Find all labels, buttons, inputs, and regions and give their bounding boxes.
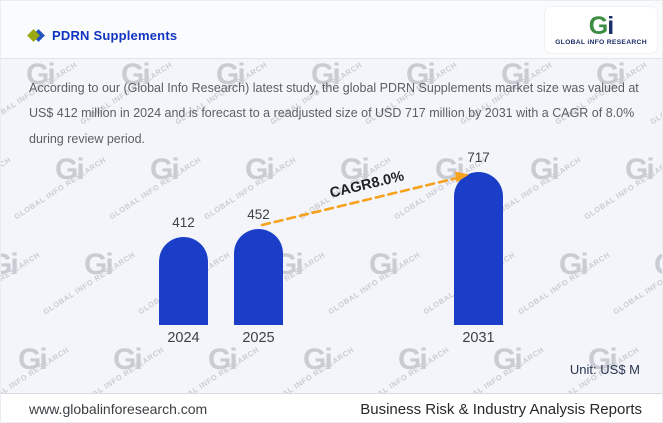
gi-logo-icon: Gi <box>588 12 614 40</box>
unit-label: Unit: US$ M <box>569 362 640 377</box>
bar-value-2025: 452 <box>247 207 270 222</box>
bar-2025 <box>234 229 283 325</box>
market-summary-text: According to our (Global Info Research) … <box>29 80 639 146</box>
header: PDRN Supplements Gi GLOBAL iNFO RESEARCH <box>1 1 662 59</box>
axis-label-2031: 2031 <box>462 330 495 346</box>
axis-label-2024: 2024 <box>167 330 200 346</box>
cagr-annotation: CAGR8.0% <box>328 168 406 202</box>
company-logo: Gi GLOBAL iNFO RESEARCH <box>545 7 657 53</box>
axis-label-2025: 2025 <box>242 330 275 346</box>
logo-caption: GLOBAL iNFO RESEARCH <box>555 39 647 46</box>
footer: www.globalinforesearch.com Business Risk… <box>1 393 662 422</box>
footer-tagline: Business Risk & Industry Analysis Report… <box>360 400 642 418</box>
bar-value-2031: 717 <box>467 150 490 165</box>
page-title: PDRN Supplements <box>52 28 178 43</box>
bar-2024 <box>159 237 208 325</box>
bar-value-2024: 412 <box>172 215 195 230</box>
website-link[interactable]: www.globalinforesearch.com <box>29 401 208 417</box>
bar-2031 <box>454 172 503 325</box>
